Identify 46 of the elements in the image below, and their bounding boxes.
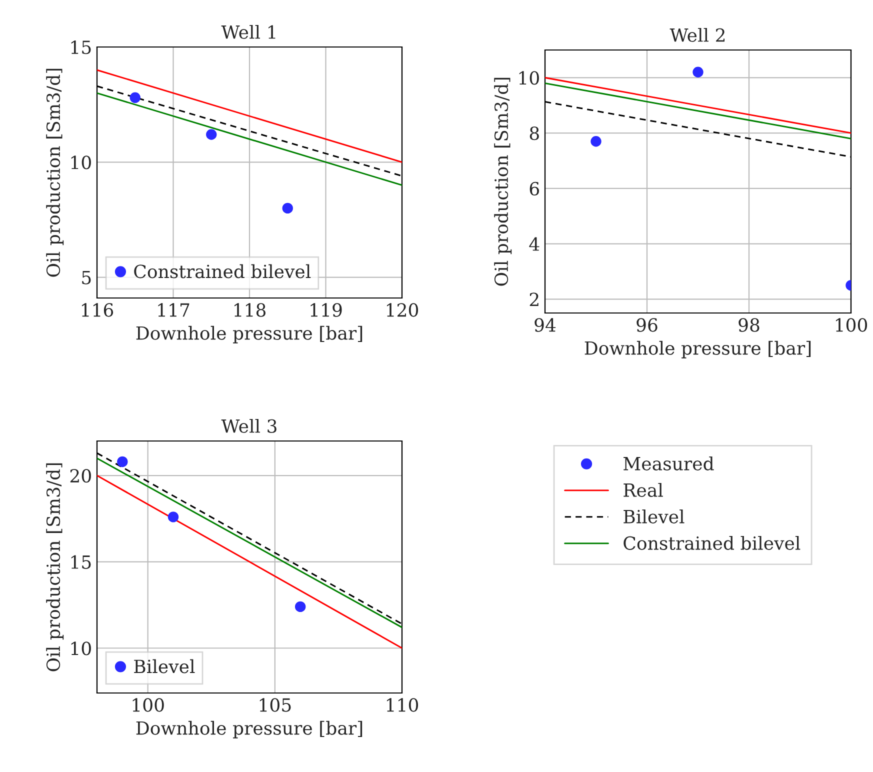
y-tick-label: 10 (71, 642, 91, 656)
x-axis-title: Downhole pressure [bar] (136, 720, 362, 738)
point (282, 202, 293, 214)
y-tick-label: 10 (519, 71, 539, 85)
x-tick-label: 118 (234, 303, 266, 317)
legend-label: Measured (624, 456, 714, 470)
chart-title: Well 2 (670, 28, 725, 42)
y-tick-label: 10 (71, 156, 91, 170)
x-tick-label: 119 (310, 303, 342, 317)
chart-title: Well 3 (221, 418, 276, 433)
point (590, 136, 602, 147)
point (206, 129, 217, 140)
point (117, 456, 128, 468)
y-axis-title: Oil production [Sm3/d] (494, 78, 512, 286)
x-tick-label: 117 (158, 303, 190, 317)
x-tick-label: 100 (132, 698, 164, 712)
x-tick-label: 98 (738, 318, 760, 332)
legend-label: Real (624, 482, 663, 497)
point (130, 92, 140, 104)
x-axis-title: Downhole pressure [bar] (584, 340, 811, 358)
y-axis-title: Oil production [Sm3/d] (46, 68, 64, 277)
legend-label: Bilevel (134, 659, 195, 674)
legend-label: Bilevel (624, 509, 684, 524)
chart-title: Well 1 (221, 24, 276, 39)
x-tick-label: 116 (82, 303, 114, 317)
y-tick-label: 6 (530, 182, 539, 196)
y-tick-label: 20 (70, 468, 91, 483)
legend-label: Constrained bilevel (624, 536, 800, 550)
y-tick-label: 8 (530, 126, 539, 140)
point (692, 66, 704, 78)
y-tick-label: 15 (71, 555, 91, 569)
x-tick-label: 94 (534, 318, 556, 332)
point (294, 601, 306, 612)
x-tick-label: 105 (260, 698, 291, 712)
y-tick-label: 4 (529, 237, 540, 251)
x-tick-label: 110 (386, 698, 418, 712)
x-tick-label: 96 (636, 318, 658, 332)
legend-label: Constrained bilevel (134, 264, 311, 278)
y-axis-title: Oil production [Sm3/d] (46, 463, 64, 672)
y-tick-label: 2 (530, 292, 538, 306)
point (168, 512, 179, 522)
x-axis-title: Downhole pressure [bar] (136, 326, 362, 344)
x-tick-label: 100 (836, 318, 868, 332)
x-tick-label: 120 (386, 303, 418, 317)
y-tick-label: 5 (82, 270, 91, 284)
y-tick-label: 15 (71, 40, 91, 54)
